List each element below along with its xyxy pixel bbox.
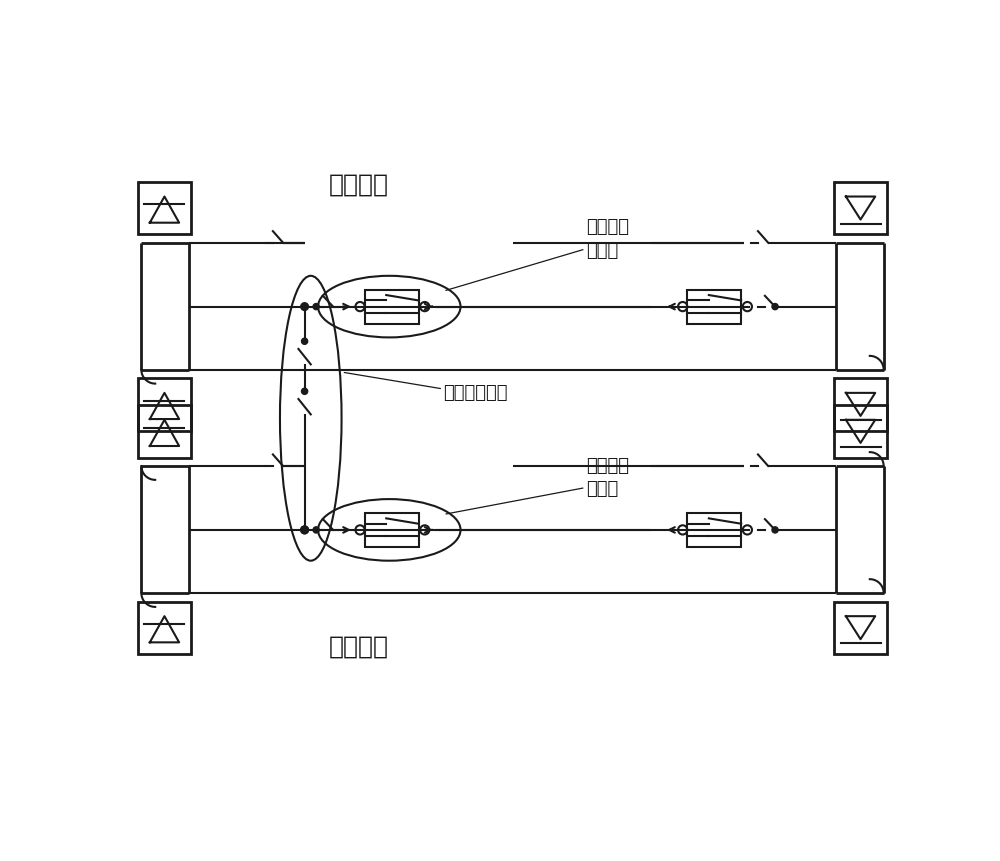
Circle shape <box>313 304 319 310</box>
Bar <box>834 406 887 457</box>
Circle shape <box>772 527 778 533</box>
Circle shape <box>313 527 319 533</box>
Text: 接地极连接线: 接地极连接线 <box>443 384 508 402</box>
Bar <box>687 513 741 547</box>
Text: 回一直流: 回一直流 <box>328 635 388 659</box>
Circle shape <box>772 304 778 310</box>
Bar <box>834 378 887 430</box>
Bar <box>834 602 887 653</box>
Bar <box>138 406 191 457</box>
Text: 回一直流
接地极: 回一直流 接地极 <box>586 456 629 499</box>
Circle shape <box>301 303 308 311</box>
Bar <box>365 289 419 324</box>
Circle shape <box>302 388 308 394</box>
Circle shape <box>302 338 308 344</box>
Bar <box>138 182 191 234</box>
Circle shape <box>301 526 308 534</box>
Bar <box>138 378 191 430</box>
Text: 回二直流
接地极: 回二直流 接地极 <box>586 218 629 260</box>
Bar <box>687 289 741 324</box>
Text: 回二直流: 回二直流 <box>328 173 388 197</box>
Bar <box>365 513 419 547</box>
Bar <box>138 602 191 653</box>
Bar <box>834 182 887 234</box>
Circle shape <box>301 526 308 534</box>
